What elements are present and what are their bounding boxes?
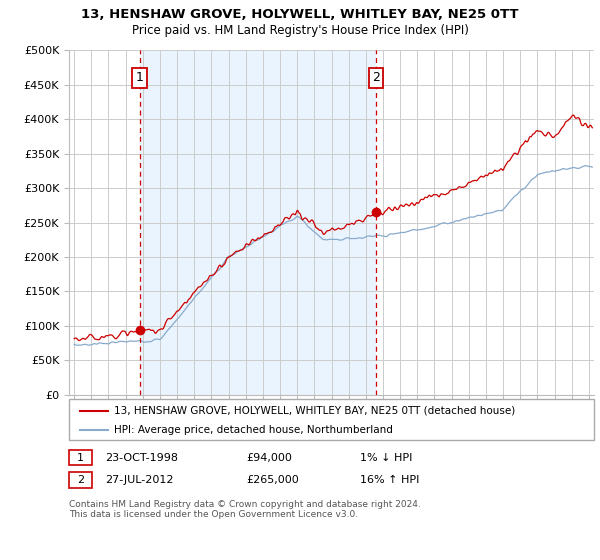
Text: 1: 1	[77, 452, 84, 463]
Bar	[140, 50, 376, 395]
Text: 1: 1	[136, 72, 143, 85]
Text: 16% ↑ HPI: 16% ↑ HPI	[360, 475, 419, 485]
Text: HPI: Average price, detached house, Northumberland: HPI: Average price, detached house, Nort…	[114, 424, 393, 435]
Text: £265,000: £265,000	[246, 475, 299, 485]
Text: Contains HM Land Registry data © Crown copyright and database right 2024.
This d: Contains HM Land Registry data © Crown c…	[69, 500, 421, 519]
Text: 1% ↓ HPI: 1% ↓ HPI	[360, 452, 412, 463]
Text: 13, HENSHAW GROVE, HOLYWELL, WHITLEY BAY, NE25 0TT: 13, HENSHAW GROVE, HOLYWELL, WHITLEY BAY…	[81, 8, 519, 21]
Text: 27-JUL-2012: 27-JUL-2012	[105, 475, 173, 485]
Text: 2: 2	[371, 72, 380, 85]
Text: £94,000: £94,000	[246, 452, 292, 463]
Text: 13, HENSHAW GROVE, HOLYWELL, WHITLEY BAY, NE25 0TT (detached house): 13, HENSHAW GROVE, HOLYWELL, WHITLEY BAY…	[114, 405, 515, 416]
Text: Price paid vs. HM Land Registry's House Price Index (HPI): Price paid vs. HM Land Registry's House …	[131, 24, 469, 36]
Text: 23-OCT-1998: 23-OCT-1998	[105, 452, 178, 463]
Text: 2: 2	[77, 475, 84, 485]
